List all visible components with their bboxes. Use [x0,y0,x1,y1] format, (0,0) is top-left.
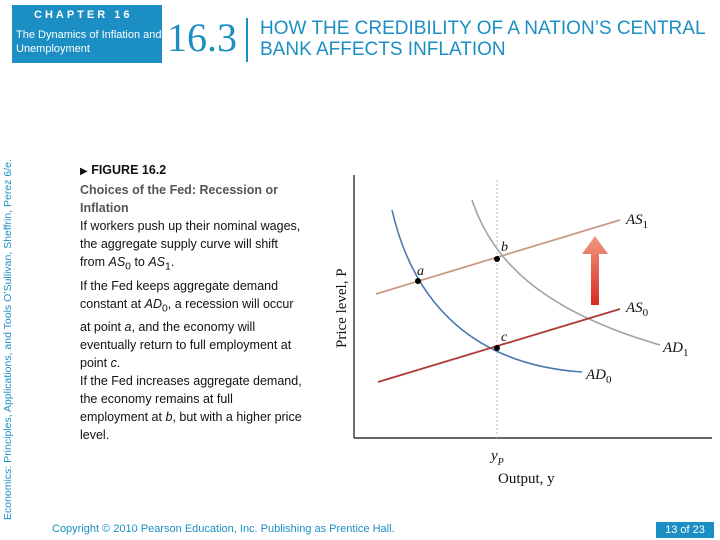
chapter-label: CHAPTER 16 [34,9,133,21]
label-as0: AS0 [625,300,649,319]
point-b [494,256,500,262]
figure-label: FIGURE 16.2 [91,163,167,177]
as0-line [377,308,621,383]
ad0-curve [391,209,583,373]
x-axis-label: Output, y [498,471,555,487]
ad1-curve [471,199,661,346]
point-a [415,278,421,284]
x-tick-label: yP [489,448,504,468]
figure-paragraph-2: If the Fed keeps aggregate demand consta… [80,278,294,371]
label-point-b: b [501,240,508,255]
chart: a b c AS1 AS0 AD1 AD0 Price level, P yP … [334,175,712,487]
figure-caption: ▶ FIGURE 16.2 Choices of the Fed: Recess… [80,161,302,444]
section-divider [246,18,248,62]
figure-title: Choices of the Fed: Recession or Inflati… [80,183,278,215]
copyright: Copyright © 2010 Pearson Education, Inc.… [52,523,395,535]
label-ad0: AD0 [585,367,612,386]
label-ad1: AD1 [662,340,689,359]
label-as1: AS1 [625,212,648,231]
point-c [494,345,500,351]
section-title: HOW THE CREDIBILITY OF A NATION’S CENTRA… [260,18,705,60]
label-point-a: a [417,264,424,279]
section-number: 16.3 [167,15,237,60]
chapter-subtitle: The Dynamics of Inflation and Unemployme… [16,29,162,55]
figure-label-line: ▶ FIGURE 16.2 [80,161,302,181]
page-indicator: 13 of 23 [656,522,714,538]
upward-shift-arrow-icon [582,236,608,305]
y-axis-label: Price level, P [334,268,350,348]
book-citation: Economics: Principles, Applications, and… [2,159,14,520]
triangle-bullet-icon: ▶ [80,166,88,177]
figure-paragraph-3: If the Fed increases aggregate demand, t… [80,374,302,442]
chapter-box: CHAPTER 16 The Dynamics of Inflation and… [12,5,162,63]
figure-paragraph-1: If workers push up their nominal wages, … [80,219,301,273]
label-point-c: c [501,330,508,345]
